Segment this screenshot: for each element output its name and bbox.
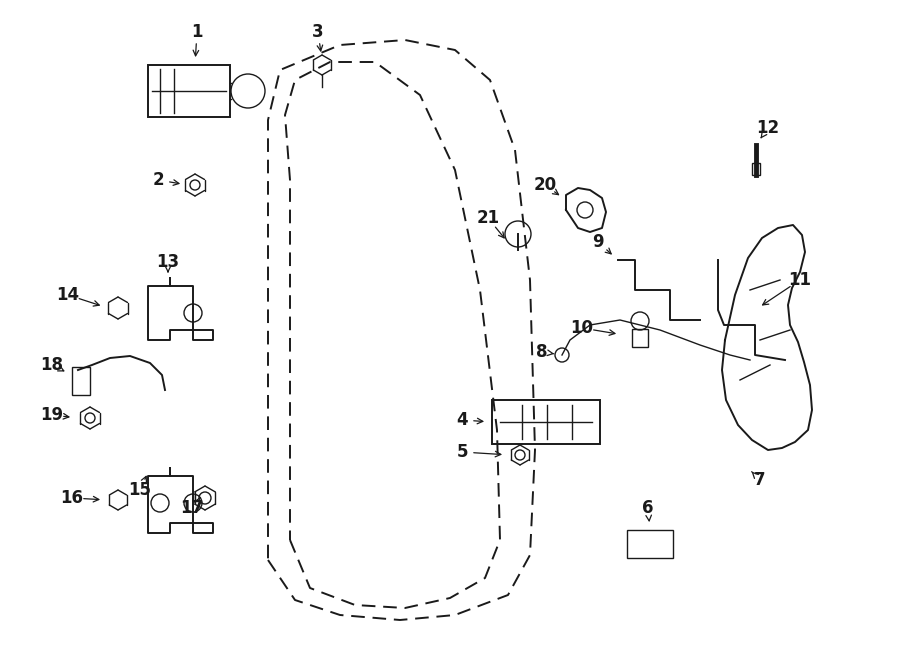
Text: 1: 1 [191,23,202,41]
Text: 6: 6 [643,499,653,517]
Text: 17: 17 [180,499,203,517]
Text: 18: 18 [40,356,64,374]
Text: 9: 9 [592,233,604,251]
Bar [752,163,760,175]
Text: 5: 5 [456,443,468,461]
Text: 3: 3 [312,23,324,41]
Text: 19: 19 [40,406,64,424]
Bar [72,367,90,395]
Text: 10: 10 [571,319,593,337]
Text: 4: 4 [456,411,468,429]
Bar [632,329,648,347]
Text: 20: 20 [534,176,556,194]
Bar [148,65,230,117]
Text: 2: 2 [152,171,164,189]
Text: 7: 7 [754,471,766,489]
Text: 12: 12 [756,119,779,137]
Text: 15: 15 [129,481,151,499]
Text: 11: 11 [788,271,812,289]
Bar [492,400,600,444]
Text: 8: 8 [536,343,548,361]
Text: 21: 21 [476,209,500,227]
Bar [627,530,673,558]
Text: 13: 13 [157,253,180,271]
Text: 16: 16 [60,489,84,507]
Text: 14: 14 [57,286,79,304]
